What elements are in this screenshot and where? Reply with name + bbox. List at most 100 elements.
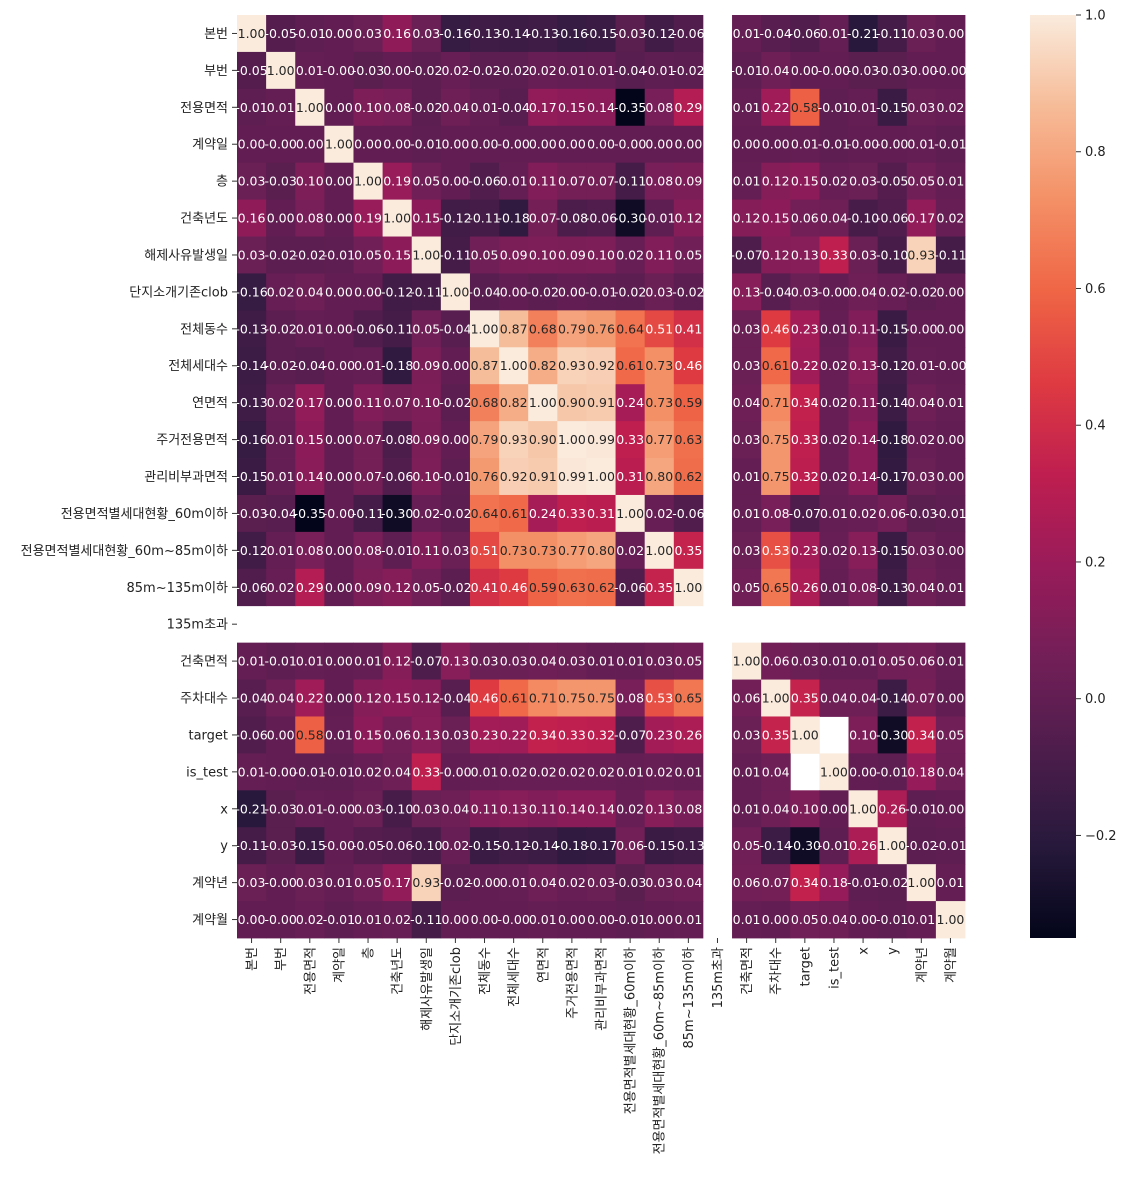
heatmap-cell	[557, 347, 587, 385]
heatmap-cell	[761, 273, 791, 311]
cell-value-label: 0.03	[907, 26, 935, 41]
heatmap-cell	[819, 162, 849, 200]
heatmap-cell	[906, 642, 937, 680]
cell-value-label: 0.01	[558, 63, 586, 78]
cell-value-label: -0.05	[235, 63, 267, 78]
heatmap-cell	[819, 864, 849, 902]
cell-value-label: 0.01	[733, 100, 761, 115]
cell-value-label: 0.06	[791, 211, 819, 226]
heatmap-cell	[469, 458, 500, 496]
heatmap-cell	[819, 679, 849, 717]
cell-value-label: 0.12	[354, 691, 382, 706]
cell-value-label: 1.00	[383, 211, 411, 226]
cell-value-label: 0.00	[849, 764, 877, 779]
cell-value-label: 0.00	[325, 543, 353, 558]
cell-value-label: -0.01	[847, 875, 879, 890]
cell-value-label: 0.10	[529, 247, 557, 262]
cell-value-label: -0.11	[381, 321, 413, 336]
column-label: 전체세대수	[507, 947, 522, 1007]
heatmap-cell	[237, 827, 267, 865]
heatmap-cell	[761, 642, 791, 680]
heatmap-cell	[382, 790, 413, 828]
row-label: 해제사유발생일	[144, 248, 228, 263]
heatmap-cell	[499, 199, 529, 237]
cell-value-label: 0.01	[849, 100, 877, 115]
cell-value-label: 0.79	[471, 432, 499, 447]
heatmap-cell	[557, 51, 587, 90]
cell-value-label: 0.02	[383, 912, 411, 927]
cell-value-label: 0.01	[267, 543, 295, 558]
row-label: 단지소개기존clob	[129, 285, 228, 300]
cell-value-label: 0.01	[267, 432, 295, 447]
heatmap-cell	[819, 421, 849, 459]
cell-value-label: 1.00	[558, 432, 586, 447]
heatmap-cell	[382, 88, 413, 127]
heatmap-cell	[732, 162, 762, 200]
heatmap-cell	[353, 864, 383, 902]
cell-value-label: -0.02	[410, 100, 442, 115]
heatmap-cell	[411, 51, 442, 90]
cell-value-label: 0.12	[674, 211, 702, 226]
cell-value-label: 0.02	[587, 764, 615, 779]
row-label: 연면적	[192, 396, 228, 411]
cell-value-label: 0.08	[616, 691, 644, 706]
heatmap-cell	[557, 568, 587, 607]
heatmap-cell	[353, 236, 383, 274]
heatmap-cell	[295, 15, 325, 53]
cell-value-label: 0.02	[529, 63, 557, 78]
cell-value-label: -0.00	[265, 912, 297, 927]
heatmap-cell	[469, 199, 500, 237]
heatmap-cell	[353, 458, 383, 496]
heatmap-cell	[790, 679, 820, 717]
cell-value-label: -0.06	[672, 26, 704, 41]
cell-value-label: -0.00	[468, 875, 500, 890]
cell-value-label: -0.02	[439, 875, 471, 890]
cell-value-label: 0.26	[791, 580, 819, 595]
cell-value-label: 1.00	[849, 801, 877, 816]
heatmap-cell	[353, 88, 383, 127]
cell-value-label: -0.35	[614, 100, 646, 115]
cell-value-label: 0.91	[529, 469, 557, 484]
heatmap-cell	[819, 273, 849, 311]
heatmap-cell	[557, 901, 587, 939]
cell-value-label: -0.12	[497, 838, 529, 853]
heatmap-cell	[324, 901, 354, 939]
heatmap-cell	[615, 458, 646, 496]
heatmap-cell	[644, 51, 675, 90]
heatmap-cell	[615, 864, 646, 902]
heatmap-cell	[732, 125, 762, 164]
cell-value-label: -0.02	[439, 395, 471, 410]
cell-value-label: 0.51	[645, 321, 673, 336]
heatmap-cell	[266, 310, 296, 348]
cell-value-label: 0.00	[325, 284, 353, 299]
heatmap-cell	[528, 199, 558, 237]
cell-value-label: 0.03	[791, 654, 819, 669]
cell-value-label: 0.64	[471, 506, 499, 521]
cell-value-label: 0.24	[616, 395, 644, 410]
row-label: 관리비부과면적	[144, 470, 228, 485]
cell-value-label: 0.03	[907, 100, 935, 115]
heatmap-cell	[266, 162, 296, 200]
cell-value-label: 0.32	[791, 469, 819, 484]
heatmap-cell	[499, 716, 529, 754]
cell-value-label: 0.23	[471, 727, 499, 742]
cell-value-label: 0.06	[907, 654, 935, 669]
cell-value-label: 1.00	[820, 764, 848, 779]
cell-value-label: 0.03	[849, 174, 877, 189]
heatmap-cell	[266, 125, 296, 164]
heatmap-cell	[615, 236, 646, 274]
row-label: 층	[216, 175, 228, 190]
heatmap-cell	[848, 790, 879, 828]
cell-value-label: -0.01	[439, 469, 471, 484]
cell-value-label: -0.12	[235, 543, 267, 558]
cell-value-label: 0.90	[558, 395, 586, 410]
heatmap-cell	[790, 642, 820, 680]
cell-value-label: 0.00	[238, 137, 266, 152]
cell-value-label: 0.01	[733, 469, 761, 484]
cell-value-label: -0.04	[760, 26, 792, 41]
heatmap-cell	[528, 901, 558, 939]
cell-value-label: 1.00	[238, 26, 266, 41]
cell-value-label: -0.02	[265, 247, 297, 262]
cell-value-label: 0.41	[674, 321, 702, 336]
heatmap-cell	[819, 458, 849, 496]
